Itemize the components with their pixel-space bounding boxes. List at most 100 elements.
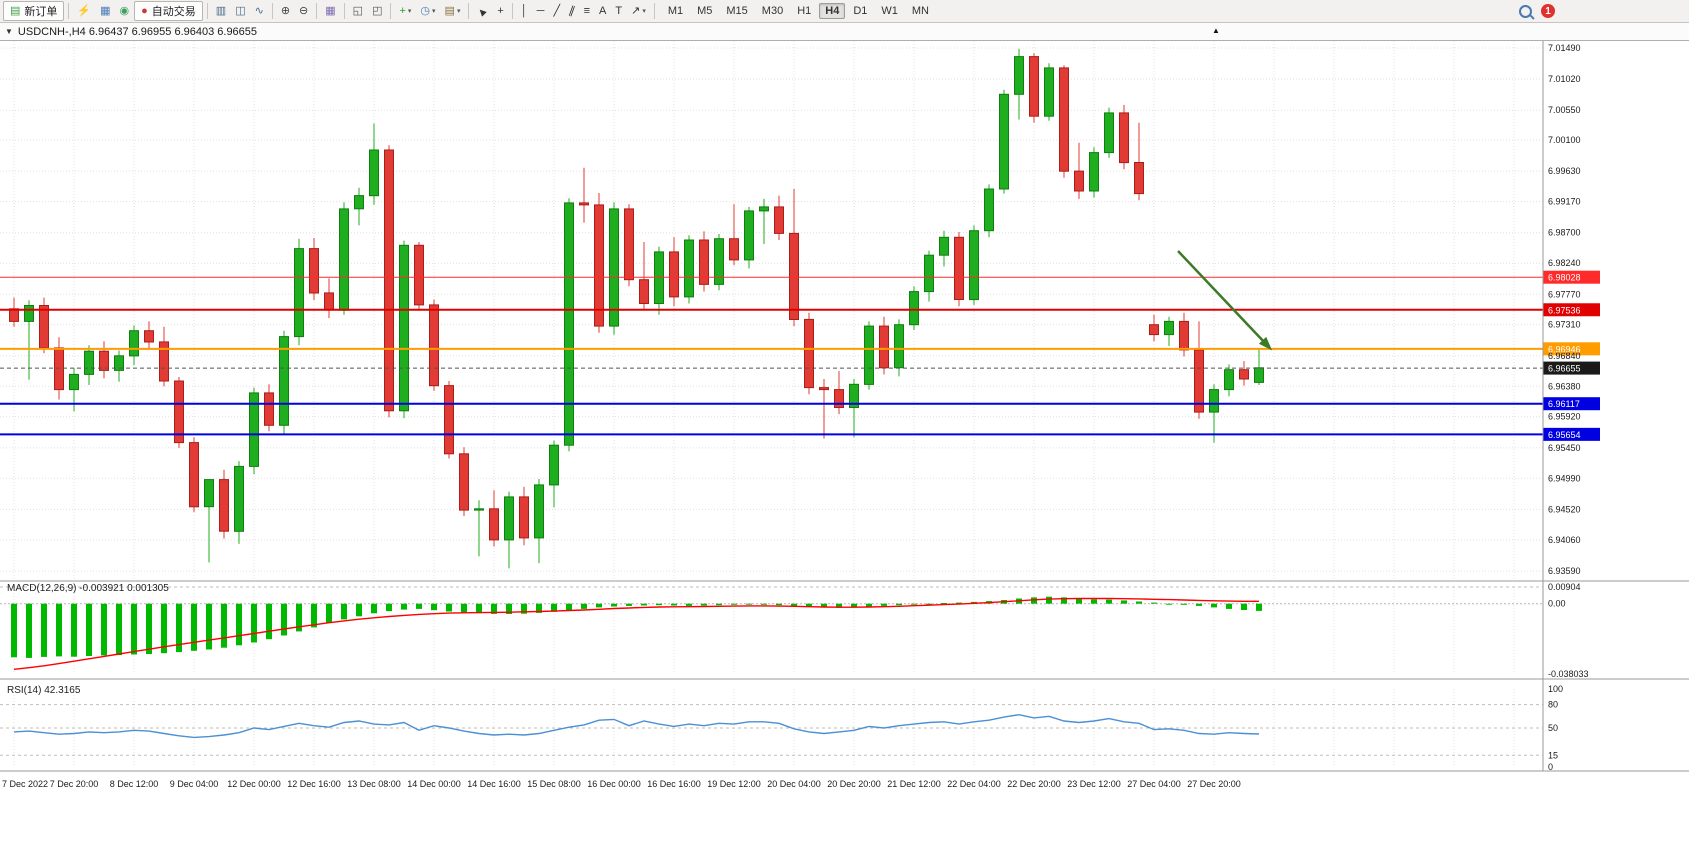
chart-shift-icon[interactable]: ◰ [368, 1, 386, 21]
svg-text:6.94520: 6.94520 [1548, 504, 1581, 514]
timeframe-m15-button[interactable]: M15 [726, 5, 748, 17]
notification-badge[interactable]: 1 [1541, 4, 1555, 18]
periods-icon[interactable]: ◷ ▾ [420, 4, 436, 17]
line-chart-type-icon[interactable]: ∿ [251, 1, 268, 21]
chart-title: USDCNH-,H4 6.96437 6.96955 6.96403 6.966… [17, 25, 258, 38]
text-icon[interactable]: A [595, 1, 610, 21]
svg-text:-0.038033: -0.038033 [1548, 669, 1589, 679]
timeframe-m5-button[interactable]: M5 [697, 5, 713, 17]
price-tag [1543, 427, 1600, 441]
arrows-icon[interactable]: ↗ ▾ [631, 4, 646, 17]
svg-text:16 Dec 16:00: 16 Dec 16:00 [647, 779, 701, 789]
svg-text:20 Dec 04:00: 20 Dec 04:00 [767, 779, 821, 789]
svg-text:21 Dec 12:00: 21 Dec 12:00 [887, 779, 941, 789]
svg-text:6.99170: 6.99170 [1548, 197, 1581, 207]
data-window-icon[interactable]: ◉ [116, 1, 134, 21]
svg-text:6.95654: 6.95654 [1548, 430, 1581, 440]
svg-text:6.95450: 6.95450 [1548, 443, 1581, 453]
price-tag [1543, 397, 1600, 411]
profiles-icon: ▦ [100, 4, 111, 17]
svg-text:6.96840: 6.96840 [1548, 351, 1581, 361]
bar-chart-type-icon[interactable]: ▥ [212, 1, 230, 21]
svg-text:6.98028: 6.98028 [1548, 273, 1581, 283]
zoom-out-icon[interactable]: ⊖ [295, 1, 312, 21]
templates-icon[interactable]: ▤ ▾ [444, 4, 461, 17]
arrow-shaft[interactable] [1177, 250, 1267, 345]
timeframe-m30-button[interactable]: M30 [761, 5, 784, 17]
price-tag [1543, 361, 1600, 375]
svg-text:50: 50 [1548, 723, 1558, 733]
timeframe-h1-button[interactable]: H1 [797, 5, 812, 17]
svg-text:7.01020: 7.01020 [1548, 74, 1581, 84]
toolbar-separator [316, 3, 318, 19]
svg-text:23 Dec 12:00: 23 Dec 12:00 [1067, 779, 1121, 789]
horizontal-level-lines[interactable]: 6.98028 6.97536 6.96946 6.96655 6.96117 6.956… [0, 270, 1600, 441]
toolbar-separator [511, 3, 513, 19]
svg-text:12 Dec 16:00: 12 Dec 16:00 [287, 779, 341, 789]
svg-text:6.97770: 6.97770 [1548, 289, 1581, 299]
svg-text:100: 100 [1548, 684, 1563, 694]
time-axis[interactable]: 7 Dec 2022 7 Dec 20:00 8 Dec 12:00 9 Dec 04… [2, 779, 1241, 789]
svg-text:6.93590: 6.93590 [1548, 566, 1581, 576]
chart-menu-caret-icon[interactable]: ▼ [5, 27, 13, 36]
chart-area[interactable]: 0.00904 0.00 -0.038033 100 80 50 15 0 6.98028 6.9… [0, 41, 1689, 860]
price-tag [1543, 270, 1600, 284]
candlestick-type-icon[interactable]: ◫ [231, 1, 249, 21]
tile-windows-icon[interactable]: ▦ [321, 1, 339, 21]
horizontal-line-icon[interactable]: ─ [533, 1, 549, 21]
trend-arrow[interactable] [1177, 250, 1273, 351]
chart-canvas[interactable]: 0.009040.00-0.03803310080501506.980286.9… [0, 41, 1689, 841]
price-axis[interactable]: 7.01490 7.01020 7.00550 7.00100 6.99630 6.991… [1548, 43, 1581, 576]
svg-text:6.95920: 6.95920 [1548, 412, 1581, 422]
trendline-icon[interactable]: ╱ [549, 1, 564, 21]
price-tag [1543, 342, 1600, 356]
svg-text:6.96380: 6.96380 [1548, 381, 1581, 391]
timeframe-w1-button[interactable]: W1 [881, 5, 898, 17]
chart-window-titlebar: ▼ USDCNH-,H4 6.96437 6.96955 6.96403 6.9… [0, 23, 1689, 41]
timeframe-m1-button[interactable]: M1 [667, 5, 684, 17]
window-restore-marker-icon[interactable]: ▲ [1212, 26, 1220, 35]
svg-text:20 Dec 20:00: 20 Dec 20:00 [827, 779, 881, 789]
rsi-line [13, 713, 1260, 739]
crosshair-icon[interactable]: + [493, 1, 507, 21]
candles-layer [9, 48, 1264, 569]
svg-text:7 Dec 2022: 7 Dec 2022 [2, 779, 48, 789]
svg-text:27 Dec 04:00: 27 Dec 04:00 [1127, 779, 1181, 789]
timeframe-d1-button[interactable]: D1 [853, 5, 868, 17]
toolbar-separator [468, 3, 470, 19]
templates-icon: ▤ [444, 4, 455, 17]
main-toolbar: ▤ 新订单 ⚡ ▦ ◉ ● 自动交易 ▥ ◫ ∿ ⊕ ⊖ ▦ ◱ ◰ + ▾ ◷ ▾ ▤ ▾ ► + │ ─ ╱ ∥ ≡ A T ↗ ▾ M1 M… [0, 0, 1689, 23]
cursor-icon[interactable]: ► [473, 1, 492, 21]
svg-text:6.98240: 6.98240 [1548, 258, 1581, 268]
charts-icon[interactable]: ⚡ [73, 1, 95, 21]
rsi-indicator-label: RSI(14) 42.3165 [7, 685, 81, 696]
text-label-icon[interactable]: T [611, 1, 626, 21]
zoom-out-icon: ⊖ [299, 4, 309, 17]
new-order-button: ▤ [10, 4, 21, 17]
auto-scroll-icon[interactable]: ◱ [349, 1, 367, 21]
toolbar-separator [206, 3, 208, 19]
zoom-in-icon: ⊕ [280, 4, 291, 17]
new-order-button[interactable]: ▤ 新订单 [3, 1, 65, 21]
indicators-icon[interactable]: + ▾ [399, 4, 412, 17]
search-icon[interactable] [1519, 4, 1532, 18]
channel-icon[interactable]: ∥ [565, 1, 579, 21]
svg-text:6.99630: 6.99630 [1548, 166, 1581, 176]
svg-text:6.98700: 6.98700 [1548, 228, 1581, 238]
data-window-icon: ◉ [119, 4, 130, 17]
timeframe-h4-button[interactable]: H4 [819, 3, 846, 19]
auto-trading-button[interactable]: ● 自动交易 [134, 1, 203, 21]
profiles-icon[interactable]: ▦ [96, 1, 114, 21]
svg-text:19 Dec 12:00: 19 Dec 12:00 [707, 779, 761, 789]
fibonacci-icon[interactable]: ≡ [580, 1, 594, 21]
svg-text:7.00100: 7.00100 [1548, 135, 1581, 145]
price-tag [1543, 303, 1600, 317]
svg-text:6.97310: 6.97310 [1548, 320, 1581, 330]
vertical-line-icon[interactable]: │ [517, 1, 532, 21]
timeframe-mn-button[interactable]: MN [911, 5, 929, 17]
zoom-in-icon[interactable]: ⊕ [277, 1, 294, 21]
toolbar-separator [343, 3, 345, 19]
svg-text:6.96117: 6.96117 [1548, 399, 1580, 409]
toolbar-separator [68, 3, 70, 19]
auto-trading-button: ● [141, 4, 148, 17]
